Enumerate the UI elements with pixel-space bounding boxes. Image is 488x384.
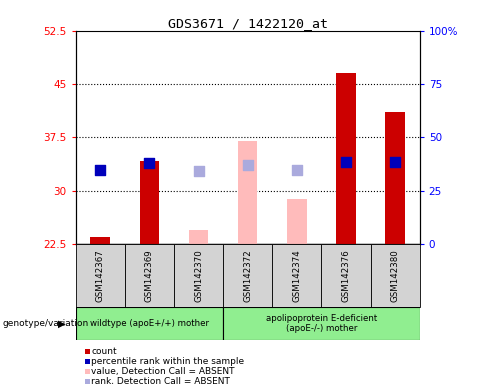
Point [96,167,104,174]
Bar [189,230,208,244]
Point [244,162,252,168]
Bar [238,141,258,244]
Text: apolipoprotein E-deficient
(apoE-/-) mother: apolipoprotein E-deficient (apoE-/-) mot… [266,314,377,333]
Bar [370,244,420,307]
Text: wildtype (apoE+/+) mother: wildtype (apoE+/+) mother [90,319,209,328]
Text: value, Detection Call = ABSENT: value, Detection Call = ABSENT [91,367,235,376]
Text: percentile rank within the sample: percentile rank within the sample [91,357,244,366]
Bar [272,244,322,307]
Bar [76,244,125,307]
Point [195,168,203,174]
Point [391,159,399,165]
Bar [322,244,370,307]
Bar [76,307,223,340]
Bar [140,161,159,244]
Point [342,159,350,166]
Text: GSM142372: GSM142372 [243,249,252,302]
Text: GSM142369: GSM142369 [145,249,154,302]
Bar [336,73,356,244]
Text: GSM142374: GSM142374 [292,249,301,302]
Text: GSM142370: GSM142370 [194,249,203,302]
Text: rank, Detection Call = ABSENT: rank, Detection Call = ABSENT [91,377,230,384]
Bar [223,307,420,340]
Title: GDS3671 / 1422120_at: GDS3671 / 1422120_at [168,17,327,30]
Bar [125,244,174,307]
Text: genotype/variation: genotype/variation [2,319,89,328]
Point [293,167,301,174]
Bar [90,237,110,244]
Bar [174,244,223,307]
Text: count: count [91,347,117,356]
Text: GSM142367: GSM142367 [96,249,105,302]
Text: ▶: ▶ [58,318,65,329]
Text: GSM142380: GSM142380 [390,249,400,302]
Bar [386,113,405,244]
Point [145,160,153,166]
Text: GSM142376: GSM142376 [342,249,350,302]
Bar [287,199,306,244]
Bar [223,244,272,307]
